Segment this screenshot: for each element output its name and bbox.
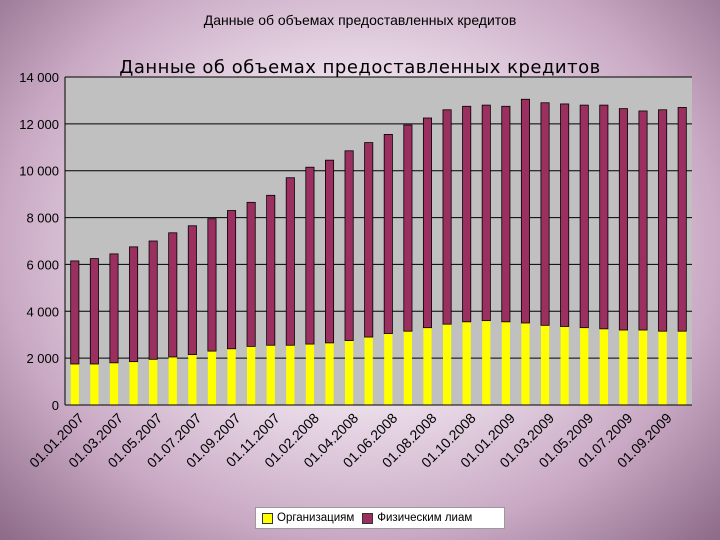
bar-individuals [70, 260, 80, 365]
y-tick-label: 2 000 [26, 351, 59, 366]
bar-organizations [109, 362, 119, 405]
bar-organizations [305, 344, 315, 405]
bar-organizations [619, 330, 628, 405]
legend-label-individuals: Физическим лиам [377, 512, 473, 524]
bar-organizations [364, 337, 373, 405]
bar-organizations [168, 356, 177, 405]
bar-organizations [540, 325, 550, 405]
bar-organizations [599, 328, 608, 405]
y-tick-label: 12 000 [19, 117, 59, 132]
bar-organizations [344, 340, 354, 405]
bar-organizations [442, 324, 452, 405]
bar-organizations [462, 321, 471, 405]
y-tick-label: 4 000 [26, 304, 59, 319]
y-tick-label: 10 000 [19, 164, 59, 179]
legend-swatch-organizations [262, 512, 273, 524]
bar-organizations [521, 323, 530, 405]
bar-organizations [482, 320, 491, 405]
bar-organizations [207, 351, 217, 405]
x-tick-labels: 01.01.200701.03.200701.05.200701.07.2007… [26, 410, 675, 471]
bar-individuals [364, 142, 374, 338]
plot-area [65, 77, 692, 405]
bar-individuals [266, 194, 276, 346]
bar-organizations [384, 333, 393, 405]
legend-label-organizations: Организациям [277, 512, 355, 524]
bar-individuals [246, 201, 256, 347]
bar-organizations [423, 327, 432, 405]
bar-individuals [344, 150, 354, 341]
chart-title: Данные об объемах предоставленных кредит… [119, 57, 601, 78]
bar-individuals [168, 232, 178, 358]
bar-individuals [207, 218, 217, 352]
bar-individuals [129, 246, 139, 363]
bar-individuals [285, 177, 295, 346]
bar-individuals [187, 225, 197, 356]
bar-organizations [129, 361, 138, 405]
bar-organizations [286, 345, 295, 405]
bar-organizations [678, 331, 687, 405]
bar-individuals [677, 107, 687, 332]
bar-individuals [89, 258, 99, 365]
bar-individuals [540, 102, 550, 326]
bar-individuals [403, 124, 413, 332]
y-tick-label: 14 000 [19, 70, 59, 85]
bar-organizations [580, 327, 589, 405]
legend-item-organizations: Организациям [262, 512, 354, 524]
bar-individuals [658, 109, 668, 332]
bar-individuals [422, 117, 432, 329]
bar-individuals [383, 133, 393, 334]
bar-organizations [403, 331, 413, 405]
bar-individuals [638, 110, 648, 331]
bar-individuals [148, 240, 158, 360]
y-tick-label: 8 000 [26, 211, 59, 226]
y-tick-label: 6 000 [26, 257, 59, 272]
legend-item-individuals: Физическим лиам [362, 512, 472, 524]
bar-individuals [227, 210, 237, 350]
bar-individuals [324, 159, 335, 344]
bar-individuals [501, 105, 511, 323]
bar-individuals [560, 103, 570, 327]
bar-organizations [501, 321, 510, 405]
bar-organizations [90, 364, 99, 405]
bars [70, 98, 687, 405]
bar-individuals [442, 109, 452, 325]
y-tick-labels: 0 2 000 4 000 6 000 8 000 10 000 12 000 14 000 [19, 70, 59, 413]
bar-individuals [618, 108, 628, 331]
bar-organizations [266, 345, 275, 405]
bar-individuals [462, 105, 472, 323]
bar-individuals [481, 104, 491, 322]
bar-individuals [520, 98, 530, 324]
bar-individuals [109, 253, 119, 364]
bar-organizations [325, 342, 334, 405]
bar-organizations [638, 330, 648, 405]
bar-organizations [658, 331, 667, 405]
bar-organizations [188, 354, 197, 405]
legend: Организациям Физическим лиам [255, 507, 505, 529]
bar-organizations [70, 364, 79, 405]
bar-individuals [579, 104, 589, 329]
bar-organizations [149, 359, 158, 405]
bar-organizations [560, 326, 569, 405]
y-tick-label: 0 [52, 398, 59, 413]
bar-organizations [247, 346, 256, 405]
slide-title: Данные об объемах предоставленных кредит… [203, 12, 517, 28]
bar-organizations [227, 348, 236, 405]
bar-individuals [599, 104, 609, 330]
bar-individuals [305, 166, 315, 345]
legend-swatch-individuals [362, 512, 374, 524]
